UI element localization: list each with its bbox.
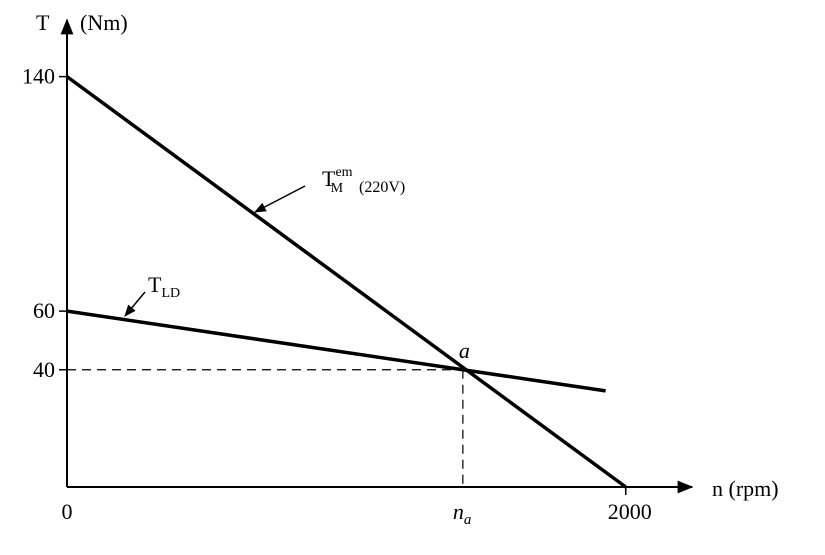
series-label-sub: M [331, 181, 344, 196]
x-axis-label: n (rpm) [712, 476, 779, 501]
series-label-name: T [148, 272, 162, 297]
annotation-arrow [124, 291, 146, 317]
series-label-name: T [322, 166, 336, 191]
point-x-label-main: n [453, 499, 464, 524]
y-axis-label: T [36, 10, 50, 35]
point-x-label-sub: a [464, 512, 472, 528]
series-label: TLD [148, 272, 180, 301]
annotation-arrow [253, 185, 306, 213]
y-tick-label: 140 [22, 64, 55, 89]
y-axis-unit: (Nm) [80, 10, 128, 35]
series-label: Tem M (220V) [322, 165, 405, 196]
y-tick-label: 40 [33, 357, 55, 382]
point-label: a [459, 338, 470, 363]
series-line [65, 75, 627, 489]
y-tick-label: 60 [33, 298, 55, 323]
series-label-sub: LD [161, 286, 180, 301]
series-label-note: (220V) [359, 179, 405, 196]
series-line [66, 309, 606, 393]
x-tick-label: 2000 [608, 499, 652, 524]
point-x-label: na [453, 499, 472, 528]
series-label-sup: em [335, 165, 352, 180]
x-tick-label: 0 [62, 499, 73, 524]
